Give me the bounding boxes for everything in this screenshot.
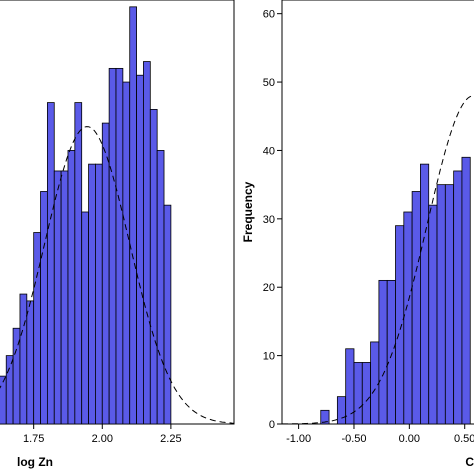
- left-x-tick-label: 1.75: [23, 433, 44, 445]
- left-x-axis-title: log Zn: [17, 455, 53, 469]
- left-bar: [33, 232, 41, 425]
- right-bar: [320, 409, 330, 425]
- right-bar: [403, 211, 413, 425]
- left-bar: [101, 122, 110, 425]
- histogram-c: 0 10 20 30 40 50 60 -1.00 -0.50 0.00 0.50 Frequen…: [241, 0, 474, 469]
- left-bar: [46, 102, 55, 425]
- right-bar: [361, 362, 371, 425]
- right-bar: [428, 204, 438, 425]
- left-bar: [26, 300, 35, 425]
- left-bar: [129, 6, 137, 425]
- left-normal-curve: [0, 126, 235, 424]
- left-x-tick-label: 2.25: [160, 433, 181, 445]
- right-y-tick-label: 30: [263, 214, 275, 226]
- right-bar: [436, 184, 446, 425]
- right-y-ticks: 0 10 20 30 40 50 60: [263, 9, 282, 431]
- left-bars: [0, 6, 172, 425]
- right-bar: [353, 362, 363, 425]
- right-x-tick-label: 0.50: [454, 433, 474, 445]
- histogram-log-zn: 1.75 2.00 2.25 log Zn: [0, 0, 235, 469]
- right-bar: [444, 184, 455, 425]
- right-x-tick-label: -0.50: [341, 433, 366, 445]
- right-bars: [320, 156, 471, 425]
- left-bar: [136, 74, 144, 425]
- left-bar: [40, 191, 48, 425]
- right-bar: [336, 396, 347, 425]
- right-y-tick-label: 10: [263, 351, 275, 363]
- left-bar: [108, 67, 117, 425]
- left-bar: [88, 163, 96, 425]
- left-bar: [115, 67, 124, 425]
- left-bar: [53, 170, 62, 425]
- left-x-ticks: 1.75 2.00 2.25: [23, 424, 182, 445]
- left-bar: [156, 150, 165, 425]
- right-x-axis-title: C: [465, 455, 474, 469]
- right-y-tick-label: 20: [263, 282, 275, 294]
- left-x-tick-label: 2.00: [92, 433, 113, 445]
- right-x-ticks: -1.00 -0.50 0.00 0.50: [286, 424, 474, 445]
- left-bar: [74, 102, 83, 425]
- right-bar: [461, 156, 471, 425]
- left-bar: [122, 81, 131, 425]
- left-bar: [60, 170, 69, 425]
- right-bar: [420, 163, 430, 425]
- left-bar: [5, 355, 14, 425]
- left-bar: [19, 293, 28, 425]
- right-x-tick-label: -1.00: [286, 433, 311, 445]
- right-y-tick-label: 0: [269, 419, 275, 431]
- right-bar: [370, 341, 380, 425]
- right-y-tick-label: 50: [263, 77, 275, 89]
- left-bar: [81, 211, 89, 425]
- left-bar: [143, 61, 151, 425]
- left-bar: [163, 204, 172, 425]
- right-x-tick-label: 0.00: [399, 433, 420, 445]
- right-y-axis-title: Frequency: [241, 181, 255, 242]
- left-bar: [67, 150, 76, 425]
- left-bar: [95, 163, 103, 425]
- left-bar: [0, 375, 7, 425]
- right-bar: [411, 191, 421, 425]
- right-y-tick-label: 60: [263, 9, 275, 21]
- right-normal-curve: [282, 95, 474, 425]
- right-bar: [395, 225, 405, 425]
- left-bar: [149, 109, 158, 425]
- right-y-tick-label: 40: [263, 145, 275, 157]
- right-bar: [378, 279, 388, 425]
- right-bar: [386, 279, 396, 425]
- right-bar: [453, 170, 463, 425]
